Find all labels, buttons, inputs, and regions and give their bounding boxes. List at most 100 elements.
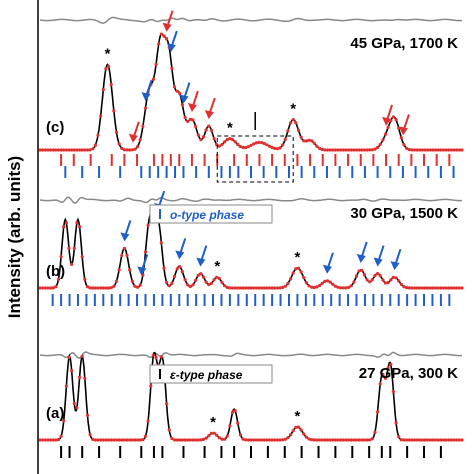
observed-point [428,286,432,290]
observed-point [236,142,240,147]
observed-point [133,147,137,151]
observed-point [354,438,359,442]
observed-point [215,433,219,437]
observed-point [41,286,45,290]
observed-point [223,140,227,144]
observed-point [320,438,324,442]
condition-label: 45 GPa, 1700 K [350,35,458,52]
observed-point [391,115,395,119]
observed-point [91,286,95,290]
observed-point [236,286,240,290]
observed-point [107,64,111,68]
observed-point [399,282,403,286]
observed-point [80,354,84,358]
observed-point [228,137,232,141]
observed-point [225,137,229,142]
observed-point [196,438,200,442]
red-arrow-head [187,103,197,113]
observed-point [352,280,356,284]
observed-point [275,147,279,151]
observed-point [85,148,90,152]
observed-point [407,286,411,290]
observed-point [154,62,158,66]
observed-point [220,437,224,441]
blue-arrow-head [141,92,151,102]
observed-point [331,148,335,152]
observed-point [341,438,345,442]
observed-point [294,267,298,271]
observed-point [51,438,55,442]
observed-point [43,438,47,442]
red-arrow-head [128,133,138,143]
red-arrow-head [398,126,408,136]
observed-point [217,276,221,281]
observed-point [307,284,311,288]
observed-point [172,274,177,279]
impurity-star: * [294,408,300,425]
observed-point [162,34,166,38]
observed-point [362,438,366,442]
observed-point [70,369,74,373]
observed-point [143,106,148,110]
observed-point [270,286,274,290]
observed-point [444,438,448,442]
observed-point [122,246,126,250]
observed-point [88,433,92,437]
blue-arrow-head [322,264,332,274]
observed-point [434,148,438,152]
observed-point [38,286,42,290]
observed-point [260,141,264,145]
observed-point [80,148,84,152]
observed-point [241,145,245,150]
observed-point [352,438,356,442]
red-arrow-head [162,22,172,32]
observed-point [447,438,451,442]
observed-point [436,286,440,290]
observed-point [88,286,92,290]
observed-point [104,438,108,442]
observed-point [46,438,50,442]
observed-point [138,138,142,142]
observed-point [149,384,153,388]
observed-point [325,279,330,283]
observed-point [331,282,335,286]
observed-point [447,286,451,290]
observed-point [62,225,66,229]
observed-point [436,148,440,152]
observed-point [365,438,369,442]
observed-point [378,382,382,386]
observed-point [72,401,76,406]
observed-point [120,253,124,257]
observed-point [207,283,211,287]
observed-point [333,284,337,288]
red-arrow-head [204,110,214,120]
observed-point [412,148,417,152]
observed-point [48,148,53,152]
observed-point [336,438,340,442]
observed-point [43,286,47,290]
observed-point [399,438,403,442]
observed-point [109,438,113,442]
observed-point [188,284,192,289]
observed-point [70,148,74,152]
observed-point [339,438,343,442]
observed-point [175,89,179,93]
observed-point [281,285,285,290]
observed-point [122,438,126,442]
observed-point [186,119,190,123]
observed-point [336,148,340,152]
observed-point [188,117,192,121]
observed-point [394,276,398,280]
observed-point [93,286,97,290]
observed-point [159,32,163,36]
observed-point [67,148,71,152]
observed-point [186,438,190,442]
observed-point [51,148,55,152]
observed-point [344,438,348,442]
observed-point [215,275,219,279]
observed-point [133,284,137,288]
observed-point [267,286,272,290]
observed-point [318,146,322,150]
observed-point [296,128,301,132]
observed-point [257,286,261,290]
